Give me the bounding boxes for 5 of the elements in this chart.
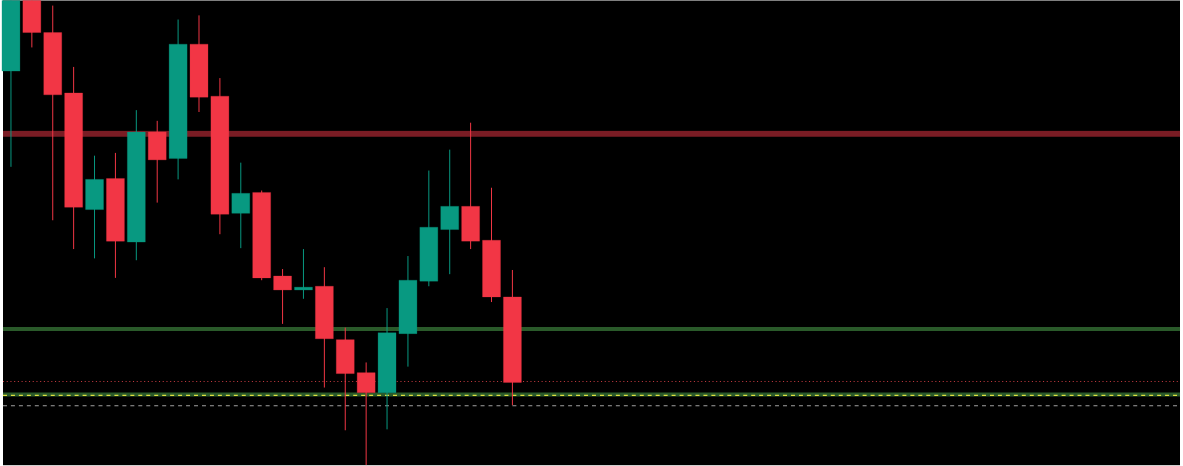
candlestick — [357, 362, 376, 466]
candlestick — [231, 162, 250, 249]
candlestick — [440, 149, 459, 275]
candlestick — [273, 268, 292, 325]
candlestick — [294, 248, 313, 300]
